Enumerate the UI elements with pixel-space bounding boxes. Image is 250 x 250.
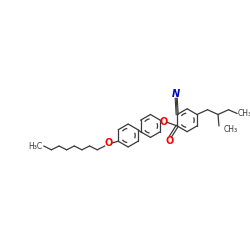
Text: O: O [160,117,168,127]
Text: H₃C: H₃C [28,142,42,150]
Text: O: O [104,138,113,148]
Text: CH₃: CH₃ [224,125,238,134]
Text: CH₃: CH₃ [238,109,250,118]
Text: N: N [172,89,180,99]
Text: O: O [166,136,174,146]
